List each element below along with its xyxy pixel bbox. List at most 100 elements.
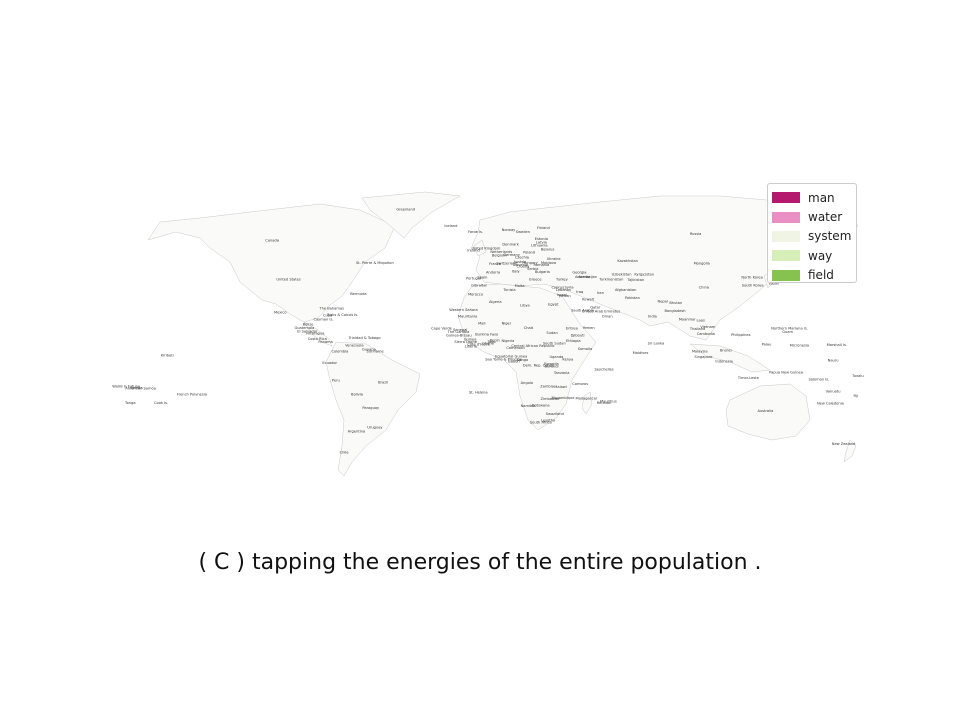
country-label: Kuwait <box>582 297 595 301</box>
country-label: Mauritius <box>600 400 617 404</box>
country-label: Sri Lanka <box>648 342 665 346</box>
country-label: Laos <box>697 319 705 323</box>
legend-swatch-man <box>772 192 800 204</box>
country-label: Cuba <box>323 314 332 318</box>
legend-label-system: system <box>808 229 852 244</box>
country-label: Jordan <box>558 294 570 298</box>
country-label: Gabon <box>508 359 520 363</box>
legend-label-water: water <box>808 210 843 225</box>
country-label: Uganda <box>549 355 563 359</box>
land-south-america <box>325 341 421 477</box>
country-label: Algeria <box>489 300 502 304</box>
country-label: Ethiopia <box>566 339 581 343</box>
country-label: Seychelles <box>595 367 614 371</box>
country-label: Philippines <box>731 333 750 337</box>
country-label: St. Helena <box>469 390 488 394</box>
country-label: South Korea <box>742 284 764 288</box>
country-label: Senegal <box>453 328 467 332</box>
country-label: Tunisia <box>502 288 515 292</box>
country-label: Cameroon <box>506 346 525 350</box>
legend-item-water: water <box>772 207 856 226</box>
country-label: Wallis & Futuna <box>112 385 140 389</box>
country-label: Romania <box>534 263 550 267</box>
country-label: Andorra <box>486 270 500 274</box>
country-label: Congo <box>517 358 528 362</box>
country-label: Benin <box>490 339 500 343</box>
country-label: Guatemala <box>295 326 315 330</box>
country-label: El Salvador <box>297 330 318 334</box>
country-label: China <box>699 286 709 290</box>
country-label: Mongolia <box>694 261 710 265</box>
country-label: Solomon Is. <box>808 378 829 382</box>
country-label: Côte d'Ivoire <box>467 342 491 346</box>
country-label: Russia <box>690 232 702 236</box>
country-label: Singapore <box>694 355 713 359</box>
country-label: Rwanda <box>544 362 558 366</box>
country-label: Croatia <box>516 265 529 269</box>
country-label: Israel <box>557 293 567 297</box>
country-label: Armenia <box>575 275 590 279</box>
country-label: Tanzania <box>553 371 570 375</box>
country-label: Latvia <box>536 240 547 244</box>
country-label: Colombia <box>331 350 348 354</box>
land-central-america <box>303 321 333 347</box>
country-label: Mauritania <box>458 315 477 319</box>
country-label: Palau <box>762 342 772 346</box>
country-label: India <box>648 315 657 319</box>
country-label: Nicaragua <box>306 331 324 335</box>
country-label: Pakistan <box>625 296 640 300</box>
country-label: Namibia <box>521 404 536 408</box>
country-label: Finland <box>537 226 550 230</box>
legend-swatch-system <box>772 230 800 242</box>
country-label: Marshall Is. <box>827 343 847 347</box>
country-label: Serbia <box>527 267 538 271</box>
country-label: The Bahamas <box>318 306 344 310</box>
country-label: Western Sahara <box>449 308 478 312</box>
country-label: Switzerland <box>496 261 517 265</box>
country-label: Japan <box>768 282 779 286</box>
country-label: Ghana <box>482 342 494 346</box>
country-label: Australia <box>757 409 773 413</box>
country-label: Indonesia <box>715 359 732 363</box>
country-label: Norway <box>502 228 517 232</box>
legend-label-man: man <box>808 190 835 205</box>
country-label: North Korea <box>741 275 762 279</box>
country-label: Zimbabwe <box>541 397 561 401</box>
country-label: Cook Is. <box>154 401 168 405</box>
country-label: Guam <box>782 330 793 334</box>
country-label: Czechia <box>515 255 529 259</box>
country-label: St. Pierre & Miquelon <box>356 261 394 265</box>
country-label: Cape Verde <box>431 327 452 331</box>
country-label: Lithuania <box>531 244 548 248</box>
country-label: Ukraine <box>547 257 562 261</box>
country-label: Ireland <box>467 249 479 253</box>
country-label: Greece <box>529 278 543 282</box>
legend-label-field: field <box>808 268 834 283</box>
land-eurasia <box>471 195 859 341</box>
country-label: Morocco <box>468 292 483 296</box>
country-label: Canada <box>265 238 279 242</box>
country-label: Swaziland <box>546 412 564 416</box>
country-label: Botswana <box>532 404 550 408</box>
country-label: Syria <box>565 286 574 290</box>
country-label: Comoros <box>572 382 588 386</box>
country-label: American Samoa <box>125 387 156 391</box>
country-label: Burkina Faso <box>475 333 498 337</box>
country-label: Bhutan <box>669 301 682 305</box>
legend: man water system way field <box>767 183 857 283</box>
country-label: Uruguay <box>367 426 383 430</box>
legend-swatch-water <box>772 211 800 223</box>
country-label: United Kingdom <box>471 247 500 251</box>
country-label: New Zealand <box>832 442 856 446</box>
country-label: Mali <box>478 322 485 326</box>
country-label: Germany <box>503 253 520 257</box>
country-label: Kazakhstan <box>617 259 638 263</box>
country-label: Slovenia <box>513 263 528 267</box>
country-label: France <box>489 262 502 266</box>
legend-label-way: way <box>808 248 833 263</box>
country-label: Papua New Guinea <box>769 371 803 375</box>
country-label: Austria <box>513 260 526 264</box>
country-label: Azerbaijan <box>578 275 597 279</box>
country-label: Lebanon <box>556 288 571 292</box>
country-label: Egypt <box>548 303 559 307</box>
